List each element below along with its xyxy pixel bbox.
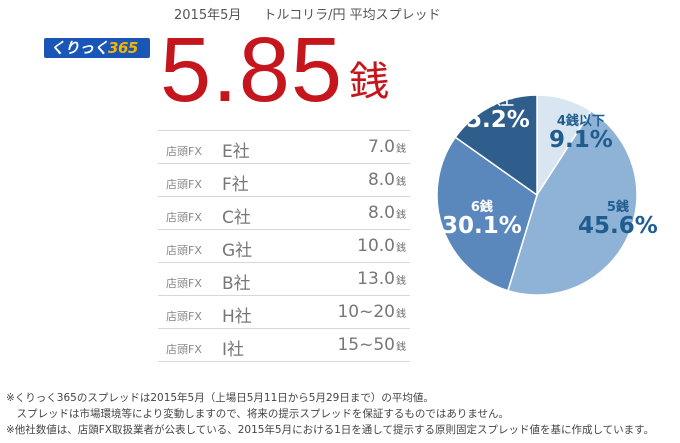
broker-type: 店頭FX	[166, 178, 202, 191]
broker-name: I社	[222, 340, 245, 360]
footnote: スプレッドは市場環境等により変動しますので、将来の提示スプレッドを保証するもので…	[6, 408, 510, 420]
logo-number: 365	[108, 39, 138, 57]
spread-value: 13.0銭	[357, 269, 406, 289]
footnotes: ※くりっく365のスプレッドは2015年5月（上場日5月11日から5月29日まで…	[6, 390, 654, 438]
table-row: 店頭FX C社 8.0銭	[158, 196, 410, 229]
slice-label-7-and-over: 7銭以上 15.2%	[450, 94, 530, 133]
headline-unit: 銭	[349, 59, 391, 105]
table-row: 店頭FX B社 13.0銭	[158, 262, 410, 295]
broker-type: 店頭FX	[166, 277, 202, 290]
broker-type: 店頭FX	[166, 310, 202, 323]
slice-label-6: 6銭 30.1%	[442, 200, 522, 239]
broker-name: B社	[222, 274, 251, 294]
spread-distribution-pie	[436, 94, 638, 296]
slice-label-5: 5銭 45.6%	[578, 200, 658, 239]
broker-type: 店頭FX	[166, 211, 202, 224]
table-row: 店頭FX E社 7.0銭	[158, 130, 410, 163]
broker-type: 店頭FX	[166, 343, 202, 356]
spread-value: 7.0銭	[367, 137, 406, 157]
pie-slice	[436, 136, 538, 292]
slice-label-4-and-under: 4銭以下 9.1%	[549, 114, 613, 153]
spread-value: 10~20銭	[337, 302, 406, 322]
footnote: ※他社数値は、店頭FX取扱業者が公表している、2015年5月における1日を通して…	[6, 424, 655, 436]
pie-slice	[454, 94, 538, 197]
broker-name: C社	[222, 208, 251, 228]
spread-value: 8.0銭	[367, 203, 406, 223]
headline-value: 5.85	[160, 19, 344, 121]
click365-logo: くりっく365	[44, 38, 150, 58]
spread-value: 8.0銭	[367, 170, 406, 190]
broker-name: G社	[222, 241, 253, 261]
spread-value: 15~50銭	[337, 335, 406, 355]
spread-value: 10.0銭	[357, 236, 406, 256]
broker-name: E社	[222, 142, 250, 162]
broker-name: H社	[222, 307, 252, 327]
broker-type: 店頭FX	[166, 244, 202, 257]
broker-type: 店頭FX	[166, 145, 202, 158]
headline-spread: 5.85 銭	[160, 20, 390, 132]
footnote: ※くりっく365のスプレッドは2015年5月（上場日5月11日から5月29日まで…	[6, 392, 434, 404]
subject-label: トルコリラ/円 平均スプレッド	[263, 8, 441, 23]
period-label: 2015年5月	[174, 8, 242, 23]
chart-title: 2015年5月 トルコリラ/円 平均スプレッド	[174, 4, 441, 23]
table-row: 店頭FX I社 15~50銭	[158, 328, 410, 362]
table-row: 店頭FX G社 10.0銭	[158, 229, 410, 262]
table-row: 店頭FX H社 10~20銭	[158, 295, 410, 328]
broker-name: F社	[222, 175, 249, 195]
pie-slice	[506, 109, 638, 296]
logo-prefix: くりっく	[50, 39, 109, 57]
table-row: 店頭FX F社 8.0銭	[158, 163, 410, 196]
competitor-spread-table: 店頭FX E社 7.0銭 店頭FX F社 8.0銭 店頭FX C社 8.0銭 店頭FX G社 10.0…	[158, 130, 410, 362]
